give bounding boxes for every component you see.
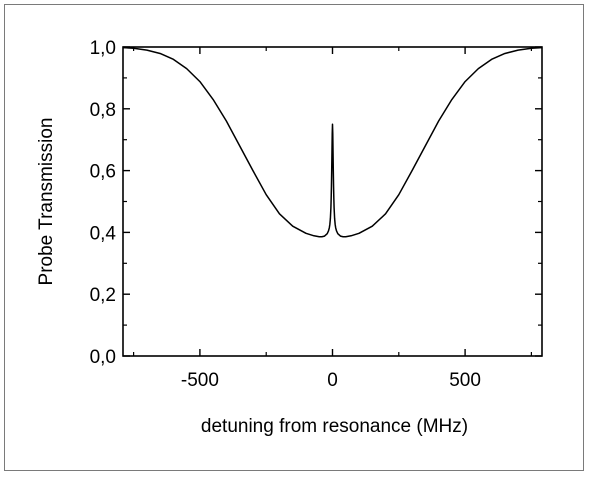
x-axis-title: detuning from resonance (MHz) [201,416,468,437]
ticks-layer [123,46,542,357]
transmission-series-line [122,46,543,238]
x-tick-label: -500 [181,370,219,391]
y-tick-label: 0,8 [90,100,116,121]
plot-layer [122,46,543,238]
x-tick-label: 500 [449,370,481,391]
y-tick-label: 0,4 [90,223,117,244]
plot-frame [122,46,543,357]
x-tick-label: 0 [327,370,338,391]
labels-layer: -500 0 500 0,0 0,2 0,4 0,6 0,8 1,0 [90,38,481,391]
y-axis-title: Probe Transmission [36,118,57,286]
y-tick-label: 0,0 [90,347,116,368]
y-tick-label: 0,2 [90,285,116,306]
y-tick-label: 1,0 [90,38,116,59]
figure-frame [4,4,584,471]
y-tick-label: 0,6 [90,162,116,183]
